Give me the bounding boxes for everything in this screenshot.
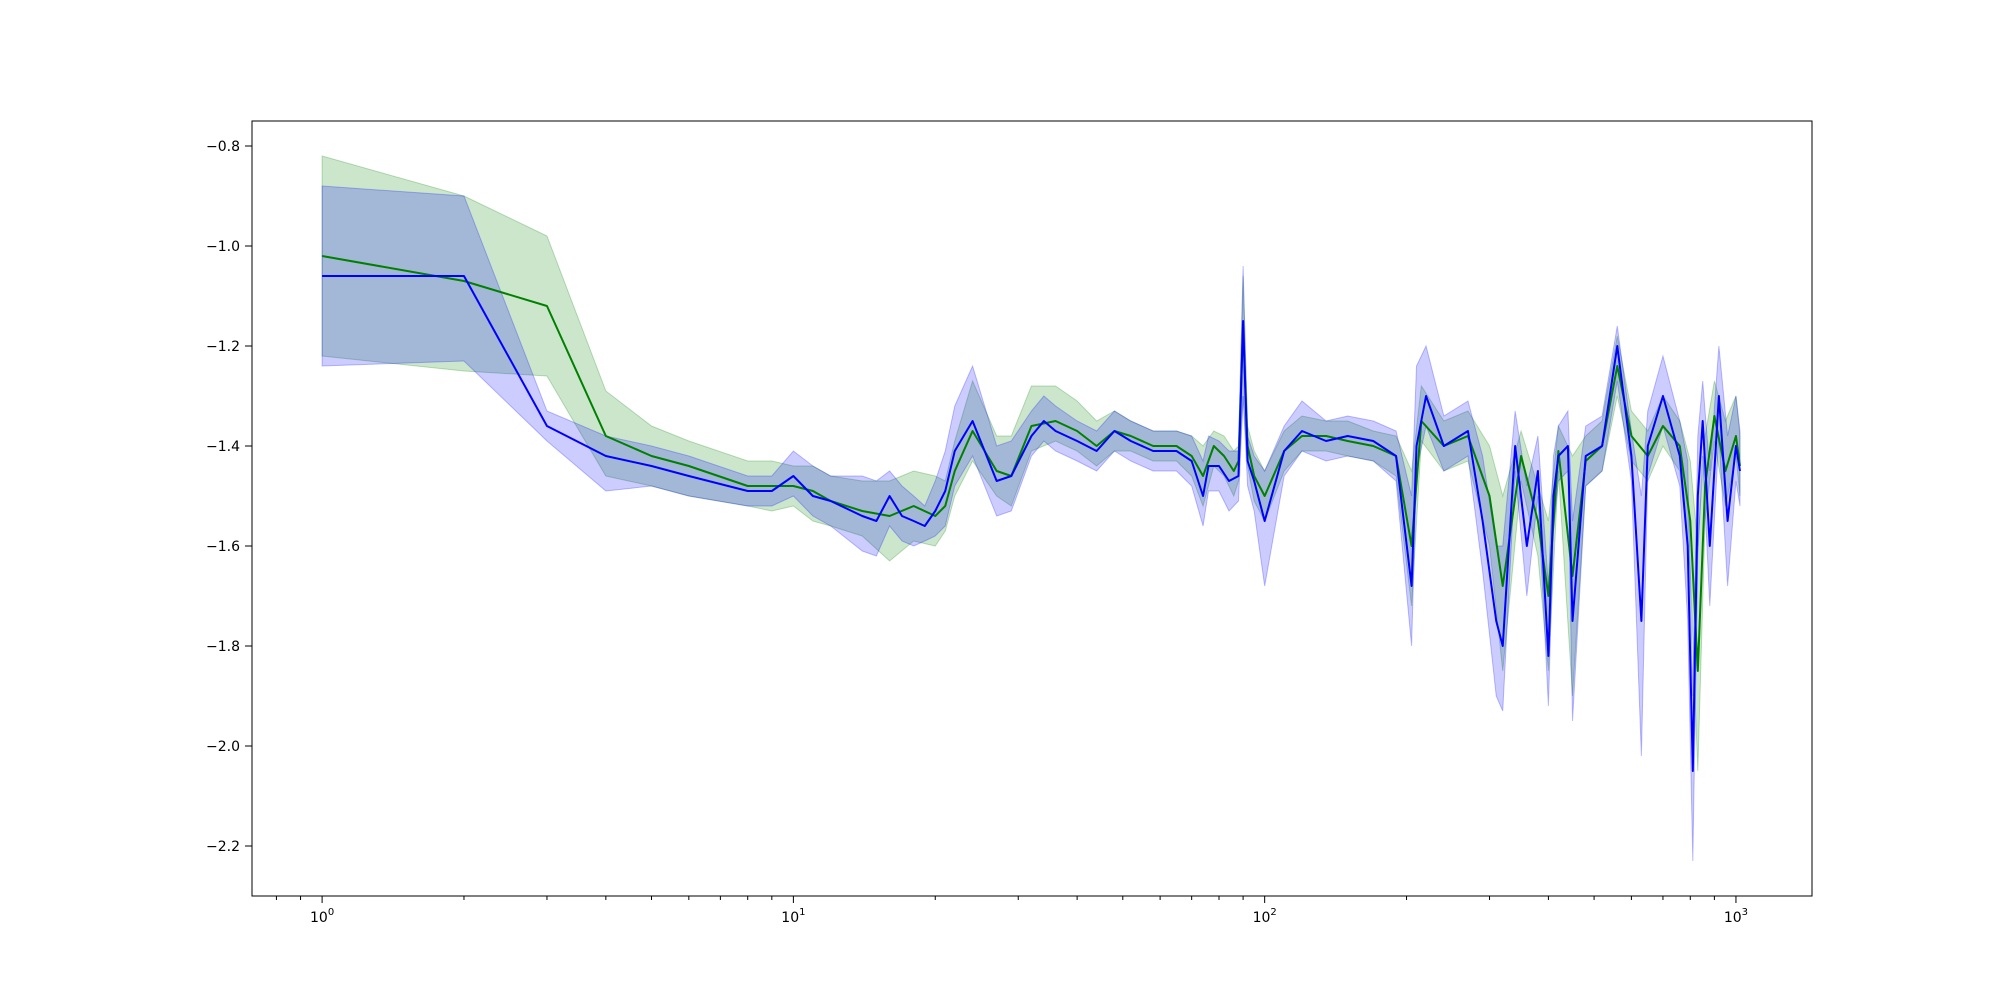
y-axis: −0.8 −1.0 −1.2 −1.4 −1.6 −1.8 −2.0 −2.2 [206,139,252,855]
x-tick-label-base: 10 [310,910,328,926]
y-tick-label: −1.0 [206,239,240,255]
y-tick-label: −1.6 [206,539,240,555]
y-tick-label: −1.4 [206,439,240,455]
series-lines [321,255,1741,772]
plot-area [252,121,1812,896]
x-tick-label-base: 10 [1253,910,1271,926]
y-tick-label: −1.2 [206,339,240,355]
y-tick-label: −0.8 [206,139,240,155]
x-tick-label-exponent: 0 [328,907,334,918]
x-tick-label-base: 10 [781,910,799,926]
x-axis: 100 101 102 103 [275,896,1748,926]
x-tick-label-exponent: 3 [1742,907,1748,918]
series-2-line [322,275,1741,772]
x-tick-label-exponent: 1 [799,907,805,918]
x-tick-label: 100 [310,907,334,926]
y-tick-label: −2.2 [206,839,240,855]
y-tick-label: −2.0 [206,739,240,755]
y-tick-label: −1.8 [206,639,240,655]
confidence-bands [321,155,1741,862]
x-tick-label: 102 [1253,907,1277,926]
x-tick-label-base: 10 [1724,910,1742,926]
plot-frame [251,120,1813,897]
series-1-band [321,155,1741,772]
series-2-band [321,185,1741,862]
x-tick-label: 103 [1724,907,1748,926]
x-tick-label: 101 [781,907,805,926]
x-tick-label-exponent: 2 [1270,907,1276,918]
